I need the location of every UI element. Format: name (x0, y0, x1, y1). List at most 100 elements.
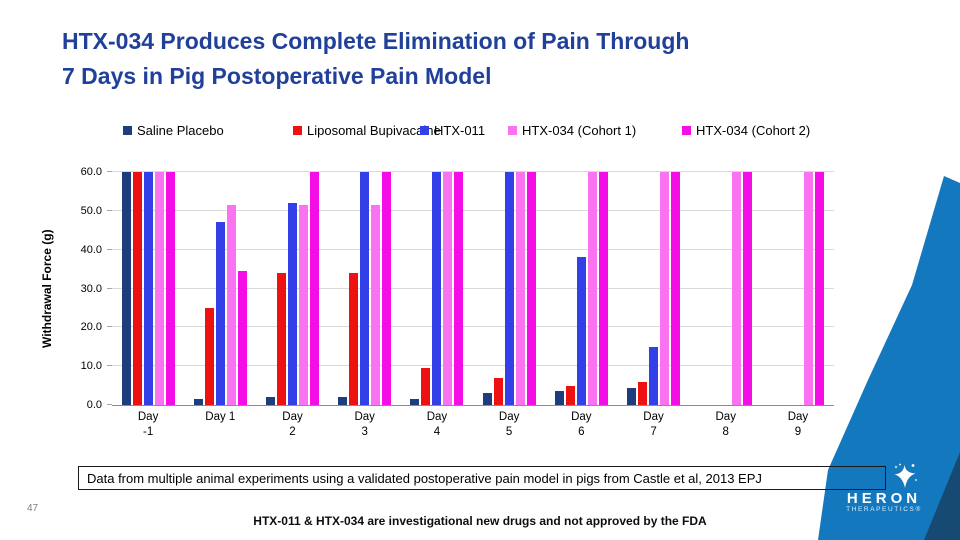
bar (193, 399, 203, 405)
gridline (112, 248, 834, 250)
legend-label: Liposomal Bupivacaine (307, 123, 441, 138)
bar-slot (515, 172, 525, 405)
bar-slot (193, 172, 203, 405)
slide-title: HTX-034 Produces Complete Elimination of… (62, 24, 882, 94)
bar-slot (576, 172, 586, 405)
bar-slot (143, 172, 153, 405)
bar-group (256, 172, 328, 405)
legend-label: HTX-011 (434, 123, 486, 138)
bar-slot (421, 172, 431, 405)
legend-label: Saline Placebo (137, 123, 224, 138)
bar (815, 172, 825, 405)
bar-slot (670, 172, 680, 405)
bar (504, 172, 514, 405)
bar (576, 257, 586, 405)
bar-slot (204, 172, 214, 405)
bar-group (762, 172, 834, 405)
gridline (112, 287, 834, 289)
bar-slot (710, 172, 719, 405)
bar (349, 272, 359, 405)
x-axis-label: Day 7 (643, 411, 664, 438)
bar-slot (121, 172, 131, 405)
bar (659, 172, 669, 405)
bar (743, 172, 753, 405)
legend-item: Liposomal Bupivacaine (293, 123, 441, 138)
bar-slot (721, 172, 730, 405)
plot-area (112, 171, 834, 406)
gridline (112, 365, 834, 367)
footnote-text: Data from multiple animal experiments us… (87, 470, 762, 486)
bar (670, 172, 680, 405)
bar-slot (298, 172, 308, 405)
bar (276, 272, 286, 405)
bar (382, 172, 392, 405)
bar-slot (782, 172, 791, 405)
y-tick-mark (107, 171, 112, 172)
bar (648, 346, 658, 405)
legend-item: Saline Placebo (123, 123, 224, 138)
legend-item: HTX-034 (Cohort 2) (682, 123, 810, 138)
x-axis-label: Day 5 (498, 411, 520, 438)
bar-slot (804, 172, 814, 405)
bar-slot (793, 172, 802, 405)
y-tick-mark (107, 365, 112, 367)
bar-group (617, 172, 689, 405)
y-tick-label: 60.0 (80, 166, 102, 178)
bar (154, 172, 164, 405)
y-tick-label: 30.0 (80, 282, 102, 295)
bar-slot (771, 172, 780, 405)
legend-item: HTX-011 (420, 123, 485, 138)
bar (626, 387, 636, 405)
bar (526, 172, 536, 405)
bar-slot (743, 172, 753, 405)
bar (421, 368, 431, 405)
bar-group (690, 172, 762, 405)
bar-slot (215, 172, 225, 405)
bar-slot (598, 172, 608, 405)
y-tick-mark (107, 209, 112, 211)
bar (804, 172, 814, 405)
gridline (112, 326, 834, 328)
bar (226, 205, 236, 405)
x-axis-label: Day 8 (715, 411, 736, 438)
x-axis-label: Day 1 (205, 411, 236, 423)
bar-group (329, 172, 401, 405)
legend-swatch-icon (508, 126, 517, 135)
y-tick-mark (107, 287, 112, 289)
x-axis-line (112, 405, 834, 406)
bar (371, 205, 381, 405)
bar-slot (626, 172, 636, 405)
slide-title-line-1: HTX-034 Produces Complete Elimination of… (62, 28, 690, 54)
bar-slot (554, 172, 564, 405)
legend-item: HTX-034 (Cohort 1) (508, 123, 636, 138)
y-tick-label: 10.0 (80, 360, 102, 373)
bar-slot (699, 172, 708, 405)
x-axis-label: Day 3 (354, 411, 375, 438)
logo-subtitle: THERAPEUTICS® (846, 506, 922, 513)
bar-slot (309, 172, 319, 405)
y-tick-label: 40.0 (80, 243, 102, 256)
bar (237, 271, 247, 405)
bar (637, 381, 647, 405)
bar (360, 172, 370, 405)
x-axis-label: Day 9 (787, 411, 809, 438)
y-tick-mark (107, 404, 112, 405)
logo-wordmark: HERON (846, 490, 922, 507)
bar (265, 397, 275, 405)
bar-slot (360, 172, 370, 405)
gridline (112, 171, 834, 172)
bar-slot (154, 172, 164, 405)
bar-slot (443, 172, 453, 405)
y-axis-title: Withdrawal Force (g) (40, 229, 54, 348)
legend-swatch-icon (420, 126, 429, 135)
bar-slot (815, 172, 825, 405)
bar-slot (165, 172, 175, 405)
bar (515, 172, 525, 405)
legend-label: HTX-034 (Cohort 1) (522, 123, 637, 138)
x-axis-labels: Day -1 Day 1 Day 2 Day 3 Day 4 Day 5 Day 6 Day … (112, 410, 834, 440)
bar-slot (371, 172, 381, 405)
bar (454, 172, 464, 405)
bar (493, 377, 503, 405)
bar-slot (132, 172, 142, 405)
footnote-box: Data from multiple animal experiments us… (78, 466, 886, 490)
